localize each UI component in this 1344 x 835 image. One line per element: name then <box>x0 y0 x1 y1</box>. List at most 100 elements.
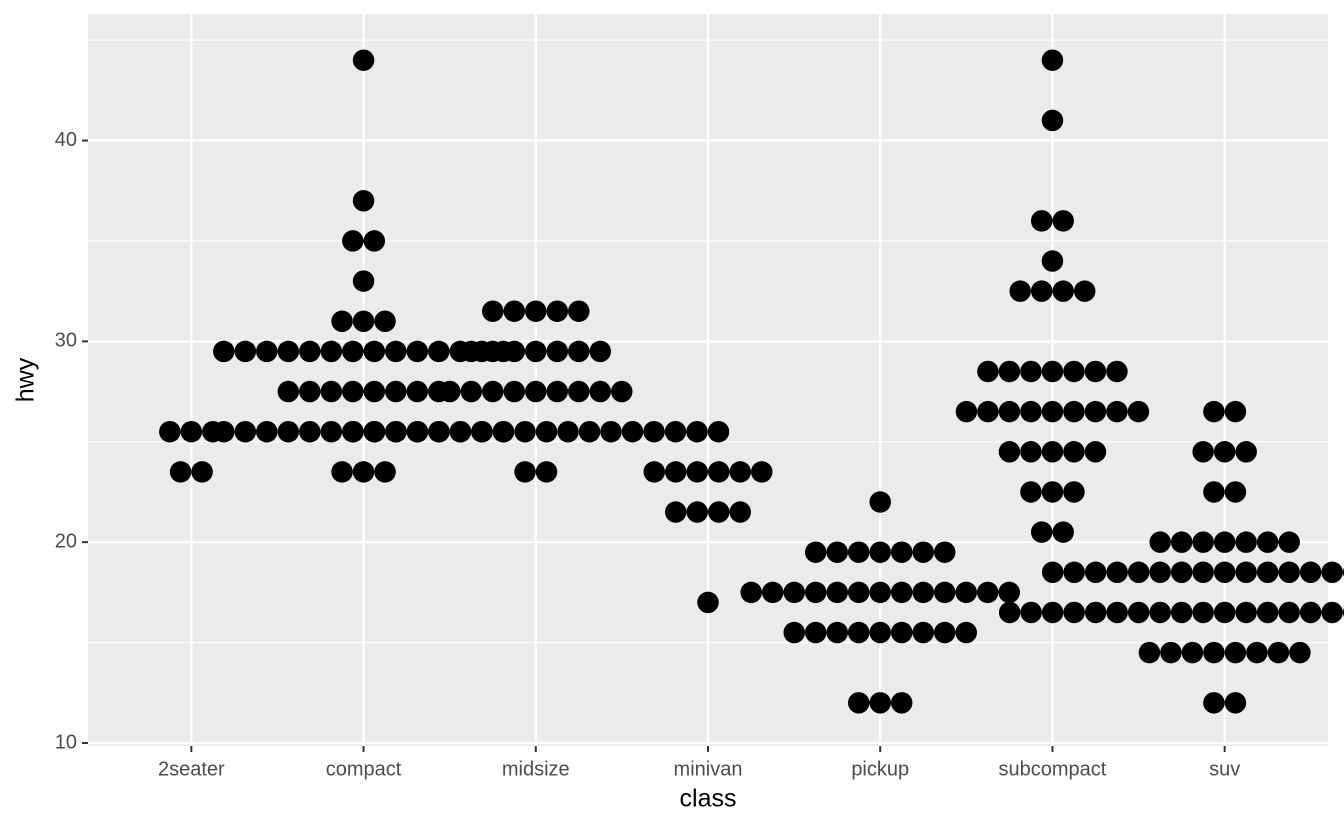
dot <box>299 380 321 403</box>
dot <box>352 310 375 333</box>
dot <box>1203 481 1225 503</box>
dot <box>751 461 773 483</box>
dot <box>1009 280 1031 302</box>
dot <box>1235 561 1257 584</box>
dot <box>352 190 375 212</box>
dot <box>363 420 386 443</box>
x-tick-label: 2seater <box>158 758 225 780</box>
dot <box>998 360 1021 383</box>
dot <box>277 340 300 363</box>
dot <box>471 420 493 443</box>
dot <box>1127 400 1150 423</box>
dot <box>804 541 827 563</box>
dot <box>1106 601 1128 624</box>
dot <box>976 581 999 604</box>
dot <box>385 340 407 363</box>
dot <box>1149 531 1171 553</box>
dot <box>783 581 805 604</box>
dot <box>1299 601 1322 624</box>
dot <box>1235 601 1257 624</box>
dot <box>159 420 181 443</box>
dot <box>352 49 375 71</box>
dot <box>589 340 612 363</box>
dot <box>998 581 1020 604</box>
dot <box>503 380 526 403</box>
x-tick-label: minivan <box>674 758 743 780</box>
dot <box>482 340 504 363</box>
dot <box>374 310 396 333</box>
dot <box>1149 601 1171 624</box>
dot <box>1084 441 1107 463</box>
dot <box>1256 561 1279 584</box>
dot <box>1278 531 1300 553</box>
dot <box>428 340 450 363</box>
dot <box>955 621 977 644</box>
dot <box>847 692 870 714</box>
dot <box>707 420 730 443</box>
dot <box>933 541 956 563</box>
dot <box>1256 601 1279 624</box>
dot <box>1041 400 1064 423</box>
dot <box>363 340 386 363</box>
dot <box>1041 109 1064 132</box>
dot <box>525 300 547 322</box>
dot <box>460 340 483 363</box>
dot <box>1052 210 1074 232</box>
dot <box>213 420 235 443</box>
dot <box>1063 601 1085 624</box>
dot <box>869 581 891 604</box>
dot <box>977 360 999 383</box>
dot <box>1052 521 1074 543</box>
dot <box>1020 481 1042 503</box>
dot <box>482 380 504 403</box>
dot <box>1267 641 1290 664</box>
x-tick-label: pickup <box>851 758 909 780</box>
dot <box>1084 561 1107 584</box>
dot <box>406 340 429 363</box>
dot <box>1170 531 1193 553</box>
dot <box>1084 601 1107 624</box>
dot <box>1020 400 1042 423</box>
x-tick-label: subcompact <box>999 758 1107 780</box>
dot <box>955 581 977 604</box>
dot <box>363 230 386 252</box>
dot <box>514 420 536 443</box>
y-tick-label: 20 <box>55 530 77 552</box>
dot <box>277 420 300 443</box>
dot <box>621 420 644 443</box>
dot <box>385 380 407 403</box>
dot <box>1278 601 1300 624</box>
dot <box>169 461 192 483</box>
dot <box>342 230 364 252</box>
dot <box>998 400 1021 423</box>
dot <box>729 501 751 523</box>
dot <box>1289 641 1311 664</box>
dot <box>1321 561 1343 584</box>
dot <box>1170 561 1193 584</box>
dot <box>783 621 805 644</box>
dot <box>826 621 848 644</box>
dot <box>804 621 827 644</box>
dot <box>1041 360 1064 383</box>
dot <box>1213 561 1236 584</box>
dot <box>1192 531 1214 553</box>
dot <box>256 340 278 363</box>
dots <box>159 49 1344 714</box>
dot <box>1063 561 1085 584</box>
dot <box>933 581 956 604</box>
x-tick-label: midsize <box>502 758 570 780</box>
dot <box>439 380 461 403</box>
dot <box>1106 360 1128 383</box>
dot <box>1052 280 1074 302</box>
dot <box>1224 641 1247 664</box>
dot <box>761 581 784 604</box>
dot <box>352 270 375 292</box>
dot <box>180 420 203 443</box>
dot <box>686 501 708 523</box>
dot <box>1041 561 1064 584</box>
dot <box>1181 641 1204 664</box>
dot <box>191 461 213 483</box>
dot <box>568 340 590 363</box>
dot <box>331 310 353 333</box>
